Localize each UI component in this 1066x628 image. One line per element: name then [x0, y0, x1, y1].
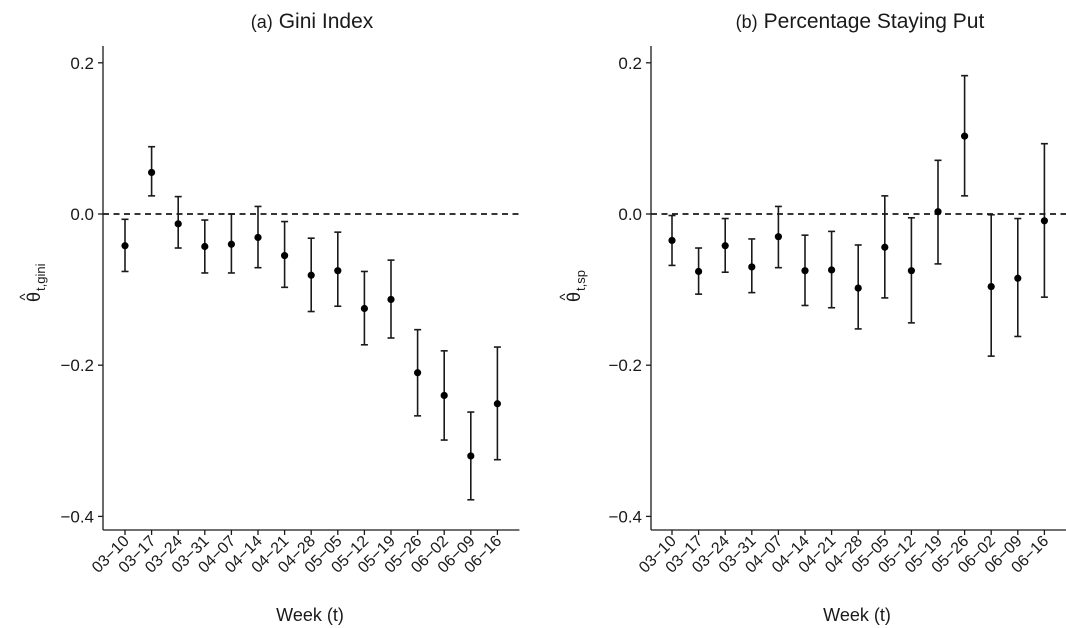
panel-b: (b) Percentage Staying Put0.20.0−0.2−0.40… [557, 10, 1066, 625]
data-point [414, 369, 422, 377]
data-point [774, 233, 783, 241]
data-point [1014, 274, 1022, 282]
x-axis-label: Week (t) [276, 605, 344, 625]
data-point [467, 452, 475, 460]
y-axis-label-symbol: θ [24, 292, 44, 302]
chart-title-prefix: (a) [251, 12, 273, 32]
data-point [721, 242, 729, 250]
data-point [854, 284, 862, 292]
y-axis-label-hat: ^ [17, 293, 34, 300]
data-point [748, 263, 756, 271]
y-axis-label-subscript: t,gini [33, 263, 48, 291]
y-tick-label: 0.0 [70, 205, 94, 224]
data-point [1040, 217, 1048, 225]
data-point [254, 233, 262, 242]
data-point [281, 251, 289, 260]
data-point [334, 267, 342, 275]
chart-title: (a) Gini Index [251, 10, 374, 33]
data-point [440, 391, 448, 400]
data-point [201, 242, 209, 251]
data-point [907, 267, 916, 275]
y-tick-label: 0.2 [70, 54, 94, 73]
data-point [227, 240, 235, 248]
y-tick-label: −0.2 [60, 356, 94, 375]
chart-title: (b) Percentage Staying Put [736, 10, 985, 33]
data-point [934, 208, 942, 216]
chart-title-text: Gini Index [279, 10, 374, 33]
y-tick-label: −0.4 [608, 507, 642, 526]
panel-a: (a) Gini Index0.20.0−0.2−0.403−1003−1703−… [17, 10, 520, 625]
y-axis-label-symbol: θ [564, 292, 584, 302]
y-axis-label: θ^ t,sp [557, 270, 588, 302]
data-point [307, 271, 315, 279]
data-point [121, 242, 129, 250]
data-point [987, 282, 995, 291]
x-axis-label: Week (t) [823, 605, 891, 625]
data-point [961, 132, 969, 140]
y-tick-label: −0.4 [60, 507, 94, 526]
data-point [387, 295, 395, 304]
y-axis-label-subscript: t,sp [573, 270, 588, 291]
data-point [148, 168, 156, 177]
data-point [695, 267, 703, 276]
data-point [801, 267, 809, 275]
y-axis-label-hat: ^ [557, 293, 574, 300]
data-point [493, 400, 501, 408]
chart-title-text: Percentage Staying Put [764, 10, 985, 33]
chart-title-prefix: (b) [736, 12, 758, 32]
data-point [828, 266, 836, 274]
y-tick-label: −0.2 [608, 356, 642, 375]
y-tick-label: 0.2 [618, 54, 642, 73]
data-point [174, 220, 182, 228]
y-axis-label: θ^ t,gini [17, 263, 48, 302]
data-point [360, 304, 368, 313]
data-point [668, 236, 676, 245]
data-point [881, 243, 889, 251]
y-tick-label: 0.0 [618, 205, 642, 224]
